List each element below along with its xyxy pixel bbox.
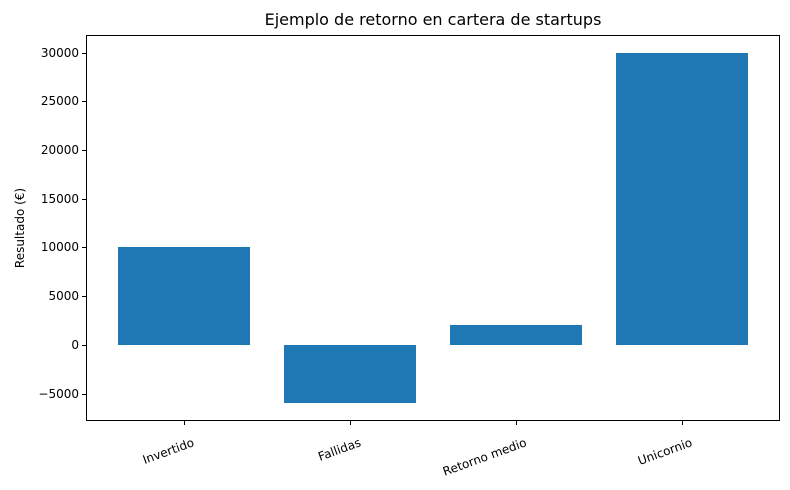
y-tick-label: 10000 bbox=[40, 240, 79, 255]
y-tick-label: 15000 bbox=[40, 191, 79, 206]
y-tick-mark bbox=[82, 198, 86, 200]
x-tick-mark bbox=[183, 421, 185, 425]
y-tick-label: 20000 bbox=[40, 143, 79, 158]
y-tick-mark bbox=[82, 393, 86, 395]
x-tick-mark bbox=[516, 421, 517, 425]
y-tick-mark bbox=[82, 101, 86, 103]
y-tick-mark bbox=[82, 296, 86, 298]
x-tick-label: Retorno medio bbox=[440, 435, 529, 479]
y-tick-mark bbox=[82, 247, 86, 249]
bar-fallidas bbox=[283, 344, 417, 404]
y-tick-mark bbox=[82, 344, 86, 346]
x-tick-label: Invertido bbox=[141, 435, 197, 467]
x-tick-label: Fallidas bbox=[315, 435, 363, 464]
x-tick-mark bbox=[682, 421, 684, 425]
y-tick-label: −5000 bbox=[38, 386, 79, 401]
bar-invertido bbox=[117, 247, 251, 345]
x-tick-label: Unicornio bbox=[636, 435, 695, 468]
y-tick-label: 0 bbox=[71, 337, 79, 352]
y-tick-mark bbox=[82, 150, 86, 152]
y-tick-mark bbox=[82, 52, 86, 54]
chart-title: Ejemplo de retorno en cartera de startup… bbox=[264, 10, 602, 29]
bar-unicornio bbox=[615, 52, 749, 345]
bar-retorno-medio bbox=[449, 325, 583, 345]
y-tick-label: 25000 bbox=[40, 94, 79, 109]
y-tick-label: 5000 bbox=[48, 289, 79, 304]
y-tick-label: 30000 bbox=[40, 45, 79, 60]
x-tick-mark bbox=[349, 421, 351, 425]
